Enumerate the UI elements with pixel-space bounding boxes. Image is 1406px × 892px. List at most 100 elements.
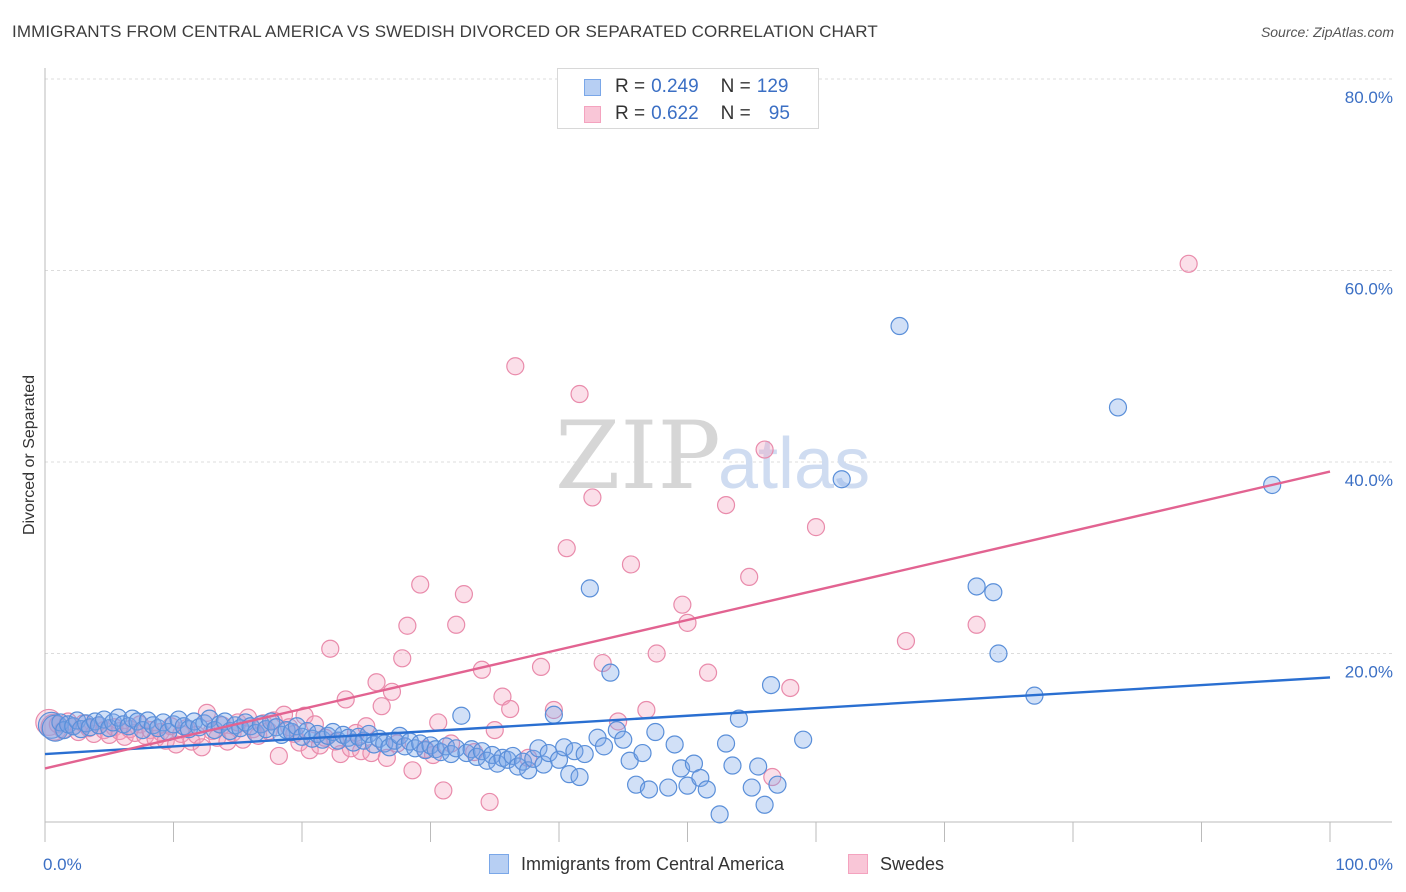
point-central-america — [287, 717, 306, 736]
point-central-america — [174, 717, 193, 736]
point-central-america — [890, 316, 909, 336]
legend-r-label: R = — [615, 76, 646, 97]
point-swedes — [621, 555, 641, 574]
point-central-america — [633, 743, 652, 763]
point-swedes — [434, 781, 453, 800]
point-swedes — [411, 575, 430, 594]
point-swedes — [403, 761, 422, 780]
point-swedes — [806, 518, 826, 537]
series-legend-central-america: Immigrants from Central America — [489, 852, 784, 876]
point-central-america — [80, 718, 100, 737]
point-central-america — [580, 579, 599, 598]
legend-r-label: R = — [615, 103, 646, 124]
watermark: ZIP atlas — [555, 402, 870, 511]
point-swedes — [740, 567, 759, 587]
point-swedes — [300, 741, 319, 760]
legend-n-value: 95 — [768, 103, 790, 124]
point-swedes — [506, 357, 525, 376]
point-central-america — [967, 577, 986, 596]
legend-n-label: N = — [720, 103, 751, 124]
y-tick-label: 40.0% — [1345, 471, 1393, 490]
point-central-america — [742, 778, 761, 797]
point-central-america — [441, 744, 461, 764]
point-central-america — [148, 719, 168, 738]
point-central-america — [560, 765, 579, 784]
legend-row-swedes: R = 0.622 N = 95 — [584, 102, 790, 126]
point-swedes — [377, 748, 396, 767]
point-central-america — [472, 742, 491, 761]
point-central-america — [729, 709, 749, 728]
point-swedes — [1179, 254, 1198, 273]
y-tick-label: 80.0% — [1345, 88, 1393, 107]
point-swedes — [593, 653, 612, 673]
series-legend-swedes: Swedes — [848, 852, 944, 876]
point-swedes — [465, 743, 484, 762]
point-central-america — [755, 795, 774, 814]
point-swedes — [367, 673, 386, 692]
point-central-america — [710, 805, 729, 824]
point-central-america — [691, 768, 710, 788]
point-swedes — [781, 678, 800, 698]
point-central-america — [607, 720, 626, 740]
y-tick-label: 60.0% — [1345, 280, 1393, 299]
correlation-legend: R = 0.249 N = 129 R = 0.622 N = 95 — [557, 68, 819, 129]
point-swedes — [398, 616, 417, 635]
point-central-america — [488, 754, 507, 773]
point-central-america — [1108, 398, 1128, 417]
series-name: Immigrants from Central America — [521, 853, 785, 874]
point-swedes — [269, 746, 288, 766]
point-swedes — [716, 495, 736, 515]
point-central-america — [665, 735, 684, 754]
point-swedes — [967, 615, 986, 634]
point-swedes — [678, 613, 697, 632]
point-central-america — [614, 730, 633, 749]
point-swedes — [583, 488, 602, 507]
point-swedes — [372, 697, 391, 716]
point-swedes — [454, 585, 474, 604]
trend-line-central-america — [44, 676, 1331, 756]
point-swedes — [673, 595, 692, 614]
point-swedes — [447, 615, 466, 634]
point-central-america — [768, 775, 787, 794]
point-swedes — [570, 384, 589, 404]
series-swatch-blue — [489, 854, 509, 874]
point-central-america — [565, 742, 584, 761]
point-swedes — [557, 539, 576, 558]
trend-line-swedes — [44, 470, 1331, 770]
point-central-america — [646, 722, 665, 742]
point-central-america — [513, 752, 533, 771]
point-central-america — [200, 709, 219, 728]
point-central-america — [570, 767, 589, 787]
point-swedes — [321, 639, 340, 658]
point-central-america — [555, 738, 574, 757]
legend-row-central-america: R = 0.249 N = 129 — [584, 75, 788, 99]
point-central-america — [716, 734, 736, 753]
point-swedes — [544, 700, 563, 720]
legend-n-label: N = — [720, 76, 751, 97]
point-central-america — [133, 720, 152, 740]
legend-swatch-pink — [584, 105, 601, 123]
point-central-america — [447, 739, 466, 758]
point-central-america — [544, 705, 563, 724]
point-central-america — [761, 675, 781, 695]
point-central-america — [575, 744, 594, 764]
point-swedes — [531, 657, 551, 677]
axes — [44, 68, 1392, 842]
point-central-america — [749, 757, 768, 776]
point-central-america — [594, 737, 614, 756]
point-central-america — [123, 709, 142, 728]
point-swedes — [647, 644, 666, 663]
x-tick-label: 0.0% — [43, 855, 82, 874]
central-america-points — [37, 316, 1282, 824]
point-central-america — [794, 730, 813, 749]
legend-swatch-blue — [584, 78, 601, 96]
source-label: Source: ZipAtlas.com — [1260, 24, 1394, 40]
point-swedes — [192, 738, 211, 757]
y-axis-title: Divorced or Separated — [21, 375, 38, 535]
y-tick-label: 20.0% — [1345, 663, 1393, 682]
point-swedes — [480, 792, 499, 812]
point-central-america — [452, 706, 471, 725]
x-tick-label: 100.0% — [1335, 855, 1393, 874]
series-swatch-pink — [848, 854, 868, 874]
